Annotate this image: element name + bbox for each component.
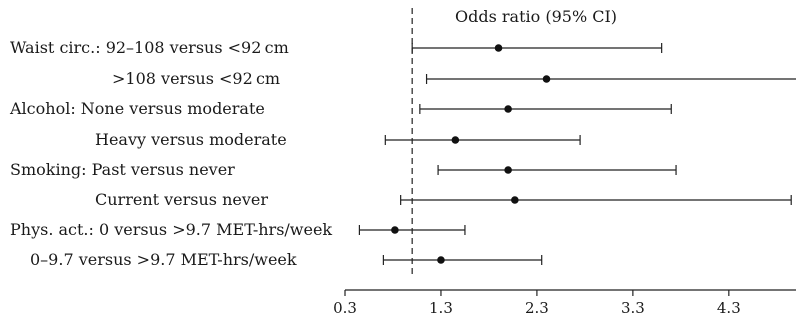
row-label: Phys. act.: 0 versus >9.7 MET-hrs/week [10,220,332,239]
row-label: Alcohol: None versus moderate [9,99,265,118]
row-label: Heavy versus moderate [95,130,287,149]
odds-ratio-point [504,105,512,113]
odds-ratio-point [437,256,445,264]
x-tick-label: 2.3 [525,299,549,317]
x-tick-label: 1.3 [429,299,453,317]
row-label: Current versus never [95,190,268,209]
row-label: Smoking: Past versus never [10,160,235,179]
odds-ratio-point [542,75,551,83]
row-label: >108 versus <92 cm [112,69,280,88]
row-label: 0–9.7 versus >9.7 MET-hrs/week [30,250,297,269]
odds-ratio-point [451,136,460,144]
x-tick-label: 3.3 [621,299,645,317]
x-tick-label: 0.3 [333,299,357,317]
x-tick-label: 4.3 [717,299,741,317]
odds-ratio-point [391,226,399,234]
odds-ratio-point [511,196,519,204]
row-label: Waist circ.: 92–108 versus <92 cm [10,38,289,57]
odds-ratio-point [494,44,503,52]
chart-title: Odds ratio (95% CI) [455,7,617,26]
odds-ratio-point [504,166,512,174]
